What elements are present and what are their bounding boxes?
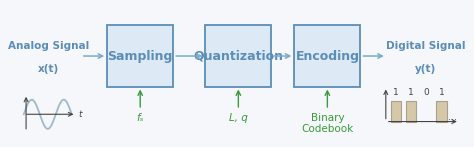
Text: 1: 1 — [408, 88, 414, 97]
Text: t: t — [79, 110, 82, 119]
Text: ...: ... — [447, 112, 456, 122]
Text: Sampling: Sampling — [108, 50, 173, 62]
Text: Digital Signal: Digital Signal — [386, 41, 465, 51]
Text: 1: 1 — [393, 88, 399, 97]
Bar — [391, 101, 401, 122]
FancyBboxPatch shape — [107, 25, 173, 87]
FancyBboxPatch shape — [294, 25, 360, 87]
Bar — [437, 101, 447, 122]
Text: Analog Signal: Analog Signal — [8, 41, 90, 51]
Text: y(t): y(t) — [415, 64, 436, 74]
Text: L, q: L, q — [229, 113, 248, 123]
Text: 0: 0 — [424, 88, 429, 97]
FancyBboxPatch shape — [205, 25, 272, 87]
Text: Encoding: Encoding — [295, 50, 359, 62]
Text: fₛ: fₛ — [137, 113, 144, 123]
Text: Quantization: Quantization — [193, 50, 283, 62]
Text: 1: 1 — [438, 88, 445, 97]
Bar — [406, 101, 416, 122]
Text: Binary
Codebook: Binary Codebook — [301, 113, 354, 134]
Text: x(t): x(t) — [38, 64, 60, 74]
